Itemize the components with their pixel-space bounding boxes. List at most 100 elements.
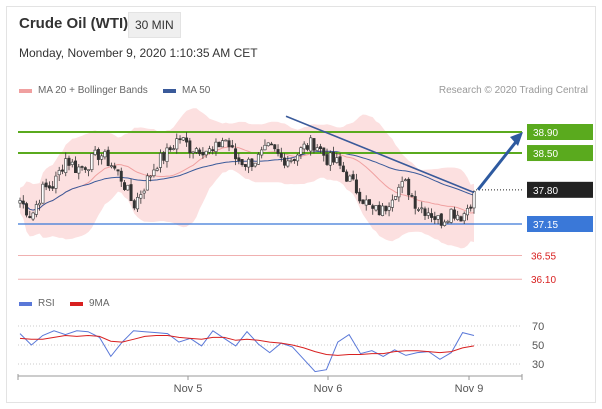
candle-body [318, 146, 322, 150]
candle [279, 147, 283, 162]
candle-body [224, 139, 228, 142]
candle-body [31, 212, 35, 220]
candle-body [243, 164, 247, 167]
candle [149, 175, 153, 182]
time-tick-label-Nov-6: Nov 6 [314, 383, 343, 395]
candle-body [387, 206, 391, 211]
candle-body [51, 186, 55, 189]
candle [51, 180, 55, 192]
candle-body [129, 184, 133, 202]
candle-body [80, 166, 84, 168]
rsi-level-label-50: 50 [532, 340, 544, 352]
candle [260, 146, 264, 159]
candle [439, 213, 443, 229]
timeframe-badge[interactable]: 30 MIN [128, 12, 181, 38]
candle-body [381, 205, 385, 216]
candle-body [152, 169, 156, 177]
candle-body [332, 151, 336, 163]
candle-body [64, 158, 68, 173]
candle [178, 135, 182, 144]
candle-body [221, 140, 225, 148]
candle-body [410, 195, 414, 197]
candle-body [142, 190, 146, 194]
candle-body [462, 213, 466, 222]
candle [292, 158, 296, 164]
candle [100, 153, 104, 165]
candle-body [397, 186, 401, 198]
candle [371, 203, 375, 215]
candle [250, 158, 254, 171]
candle [423, 206, 427, 221]
candle [217, 141, 221, 148]
candle-body [106, 149, 110, 166]
candle [185, 132, 189, 147]
candle-body [250, 158, 254, 167]
candle-body [256, 153, 260, 165]
candle-body [165, 147, 169, 162]
candle [109, 162, 113, 169]
candle [276, 144, 280, 157]
candle [60, 164, 64, 175]
candle [452, 206, 456, 221]
candle [175, 133, 179, 154]
candle-body [145, 175, 149, 191]
candle-body [172, 148, 176, 150]
candle [44, 178, 48, 191]
candle-body [309, 137, 313, 152]
candle-body [83, 167, 87, 170]
candle-body [191, 151, 195, 154]
rsi-level-label-70: 70 [532, 321, 544, 333]
candle-body [390, 199, 394, 208]
candle-body [168, 147, 172, 151]
candle-body [456, 214, 460, 220]
candle-body [93, 149, 97, 155]
candle-body [162, 152, 166, 161]
candle-body [178, 138, 182, 141]
candle-body [269, 143, 273, 146]
candle [119, 167, 123, 187]
candle-body [253, 162, 257, 167]
candle-body [266, 142, 270, 147]
candle [34, 200, 38, 218]
candle [74, 156, 78, 174]
legend-ma50-swatch [163, 88, 176, 93]
rsi-ma9-line [19, 334, 475, 356]
rsi-panel: 70 50 30 [18, 321, 544, 373]
candle [123, 179, 127, 192]
candle [227, 137, 231, 152]
candle [194, 146, 198, 154]
candle-body [47, 185, 51, 189]
candle-body [109, 165, 113, 168]
candle-body [371, 205, 375, 209]
candle [381, 203, 385, 217]
candle-body [312, 138, 316, 151]
candle-body [289, 160, 293, 162]
candle-body [403, 179, 407, 182]
candle [462, 211, 466, 225]
candle-body [286, 160, 290, 167]
candle-body [136, 197, 140, 210]
candle-body [354, 179, 358, 194]
candle [168, 145, 172, 152]
candle [296, 153, 300, 166]
candle [289, 157, 293, 164]
candle-body [351, 174, 355, 180]
candle [106, 146, 110, 167]
candle [302, 141, 306, 154]
candle-body [407, 178, 411, 196]
candle-body [217, 141, 221, 148]
legend-ma20-swatch [19, 88, 32, 93]
candle-body [400, 181, 404, 188]
candle [204, 150, 208, 158]
candle-body [361, 199, 365, 204]
candle-body [469, 206, 473, 209]
candle [83, 166, 87, 173]
candle [341, 161, 345, 173]
legend-ma9-label: 9MA [89, 298, 110, 309]
candle-body [25, 203, 29, 216]
timestamp: Monday, November 9, 2020 1:10:35 AM CET [19, 46, 258, 60]
candle-body [155, 168, 159, 171]
candle-body [348, 175, 352, 182]
candle [465, 204, 469, 221]
candle [407, 177, 411, 200]
